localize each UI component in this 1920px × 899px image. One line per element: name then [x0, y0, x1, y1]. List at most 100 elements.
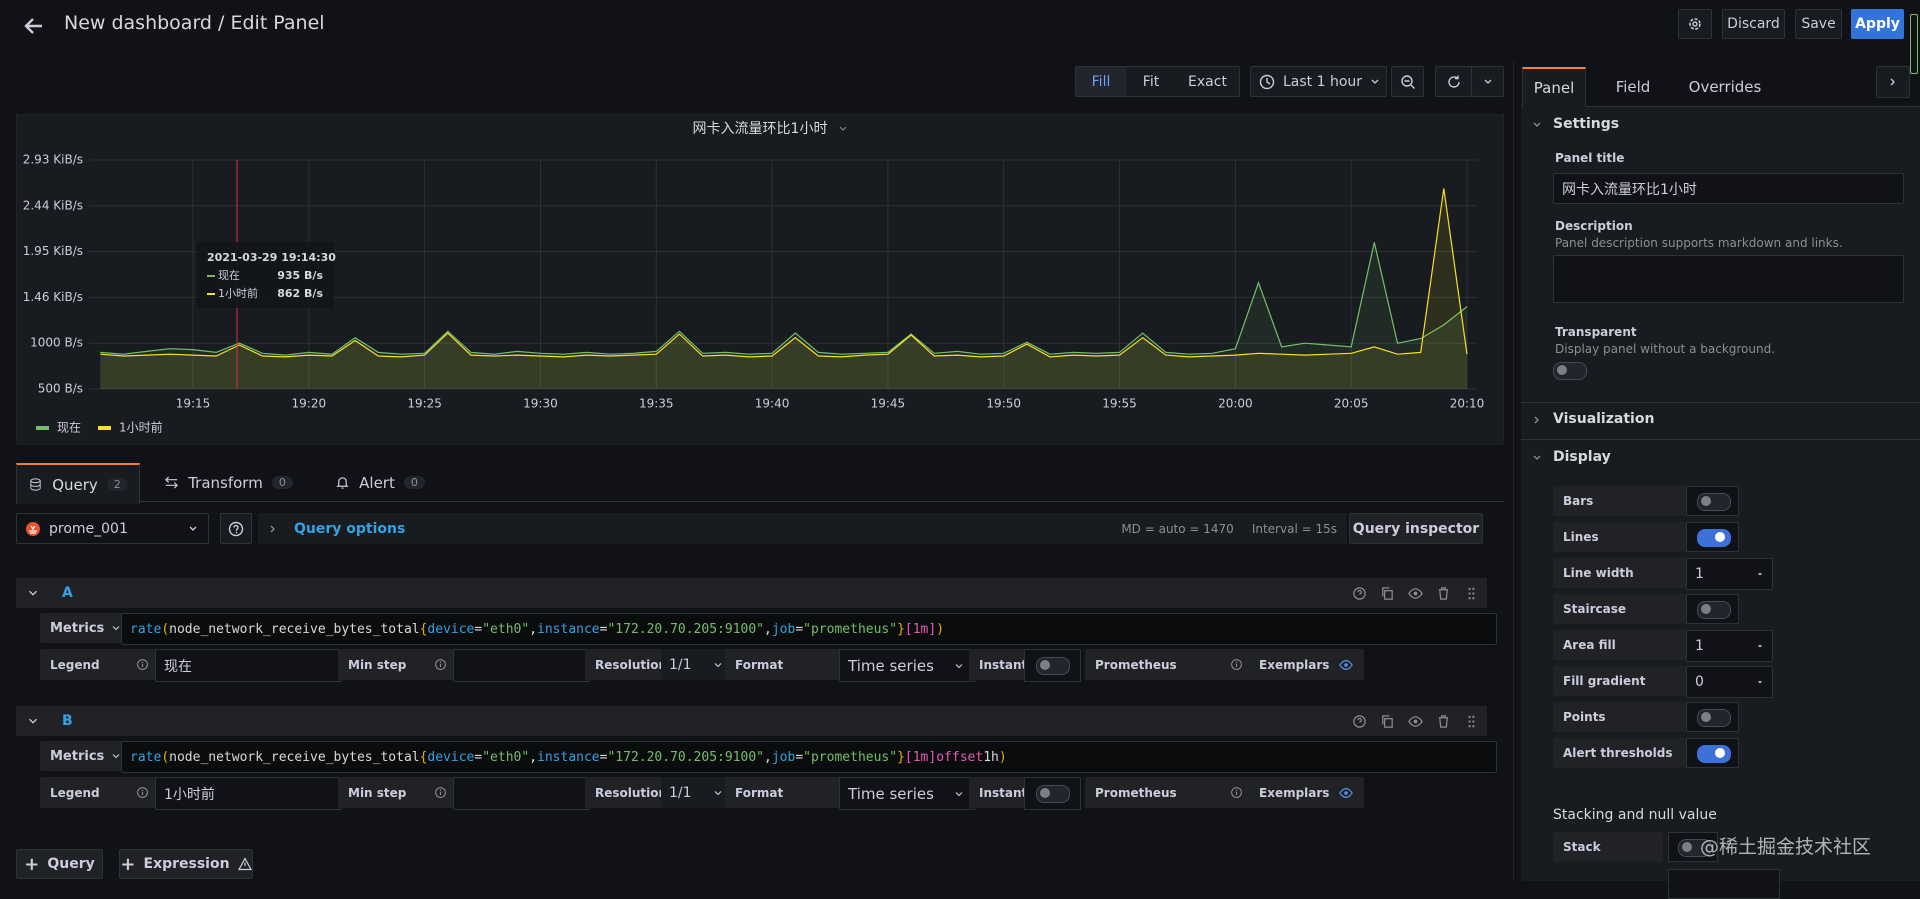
x-tick-label: 19:15	[176, 397, 211, 411]
visualization-section-title[interactable]: Visualization	[1553, 411, 1655, 427]
legend-input[interactable]: 现在	[155, 649, 342, 682]
x-tick-label: 19:30	[523, 397, 558, 411]
display-toggle[interactable]	[1697, 493, 1731, 511]
info-icon	[1231, 659, 1242, 670]
expr-token: (	[161, 621, 170, 637]
min-step-input[interactable]	[453, 777, 590, 810]
refresh-button[interactable]	[1435, 66, 1472, 97]
query-inspector-button[interactable]: Query inspector	[1349, 513, 1483, 544]
tooltip-value: 935 B/s	[277, 269, 323, 282]
time-picker[interactable]: Last 1 hour	[1250, 66, 1387, 97]
field-label-text: Format	[735, 657, 784, 672]
transparent-toggle[interactable]	[1553, 362, 1587, 380]
display-select[interactable]: 1	[1686, 630, 1773, 662]
x-tick-label: 20:00	[1218, 397, 1253, 411]
field-label: Instant	[969, 649, 1030, 680]
expr-token: "prometheus"	[803, 621, 898, 637]
description-textarea[interactable]	[1553, 255, 1904, 303]
legend-label[interactable]: 现在	[57, 421, 81, 435]
display-toggle[interactable]	[1697, 601, 1731, 619]
apply-button[interactable]: Apply	[1851, 9, 1904, 39]
refresh-interval-button[interactable]	[1471, 66, 1504, 97]
expr-token: device	[427, 749, 475, 765]
y-tick-label: 1.95 KiB/s	[23, 244, 83, 258]
add-query-button[interactable]: + Query	[16, 849, 103, 879]
query-tab[interactable]: Query 2	[16, 463, 140, 504]
expr-token: )	[936, 621, 945, 637]
query-options-title[interactable]: Query options	[294, 520, 406, 537]
stack-toggle[interactable]	[1678, 839, 1712, 857]
watermark: @稀土掘金技术社区	[1700, 836, 1872, 858]
query-tab[interactable]: Alert 0	[325, 463, 435, 502]
query-ref[interactable]: B	[62, 713, 73, 729]
add-expression-button[interactable]: + Expression	[119, 849, 253, 879]
expr-token: ,	[529, 621, 538, 637]
instant-toggle[interactable]	[1036, 785, 1070, 803]
save-button[interactable]: Save	[1795, 9, 1842, 39]
display-option-label: Lines	[1553, 522, 1690, 552]
exact-option[interactable]: Exact	[1188, 73, 1227, 90]
eye-icon	[1339, 659, 1354, 670]
format-select[interactable]: Time series	[839, 777, 976, 810]
legend-input[interactable]: 1小时前	[155, 777, 342, 810]
options-tab[interactable]: Panel	[1522, 67, 1586, 107]
zoom-out-button[interactable]	[1391, 66, 1424, 97]
settings-button[interactable]	[1678, 9, 1712, 39]
options-tab[interactable]: Overrides	[1688, 78, 1762, 96]
tooltip-series: 1小时前	[218, 286, 258, 300]
metrics-label[interactable]: Metrics	[40, 613, 128, 643]
datasource-picker[interactable]: prome_001	[16, 513, 209, 544]
tab-label: Alert	[359, 473, 395, 492]
fit-mode-group: Fill Fit Exact	[1075, 66, 1240, 97]
fill-option[interactable]: Fill	[1076, 67, 1126, 96]
chevron-icon	[270, 525, 275, 532]
toggle-knob	[1715, 532, 1725, 542]
query-tab[interactable]: Transform 0	[156, 463, 301, 502]
row-action-icon	[1468, 715, 1475, 727]
gear-icon	[1689, 18, 1701, 30]
expr-token: =	[795, 749, 804, 765]
back-arrow[interactable]	[22, 14, 46, 38]
fit-option[interactable]: Fit	[1142, 73, 1160, 90]
expr-token: 1h	[983, 749, 999, 765]
side-tabs-border	[1521, 106, 1920, 107]
legend-label[interactable]: 1小时前	[119, 420, 163, 435]
display-section-title[interactable]: Display	[1553, 449, 1611, 465]
resolution-select[interactable]: 1/1	[661, 649, 730, 680]
display-toggle[interactable]	[1697, 529, 1731, 547]
page-title: New dashboard / Edit Panel	[64, 12, 325, 34]
display-toggle[interactable]	[1697, 709, 1731, 727]
chevron-icon	[189, 526, 197, 531]
instant-toggle[interactable]	[1036, 657, 1070, 675]
chart-title[interactable]: 网卡入流量环比1小时	[693, 121, 828, 137]
settings-section-title[interactable]: Settings	[1553, 116, 1620, 132]
field-label: Instant	[969, 777, 1030, 808]
collapse-options-button[interactable]	[1876, 66, 1910, 98]
help-button[interactable]	[220, 513, 252, 544]
metrics-label[interactable]: Metrics	[40, 741, 128, 771]
metrics-expression[interactable]: rate(node_network_receive_bytes_total{de…	[121, 613, 1497, 645]
panel-title-label: Panel title	[1555, 151, 1625, 165]
options-tab[interactable]: Field	[1615, 78, 1651, 96]
min-step-input[interactable]	[453, 649, 590, 682]
row-action-icon	[1382, 586, 1393, 600]
display-option-label: Line width	[1553, 558, 1690, 588]
field-label-text: Instant	[979, 785, 1028, 800]
query-options-bar[interactable]: Query options MD = auto = 1470 Interval …	[258, 513, 1347, 544]
null-value-select[interactable]	[1668, 869, 1780, 899]
query-ref[interactable]: A	[62, 585, 73, 601]
display-toggle[interactable]	[1697, 745, 1731, 763]
display-select[interactable]: 0	[1686, 666, 1773, 698]
panel-title-input[interactable]: 网卡入流量环比1小时	[1553, 173, 1904, 204]
toggle-knob	[1682, 842, 1692, 852]
display-select-value: 1	[1695, 566, 1704, 582]
resolution-select[interactable]: 1/1	[661, 777, 730, 808]
discard-button[interactable]: Discard	[1722, 9, 1785, 39]
tooltip-series: 现在	[218, 269, 240, 282]
field-label: Min step	[338, 777, 457, 808]
expr-token: "172.20.70.205:9100"	[607, 621, 765, 637]
format-select[interactable]: Time series	[839, 649, 976, 682]
metrics-expression[interactable]: rate(node_network_receive_bytes_total{de…	[121, 741, 1497, 773]
display-select[interactable]: 1	[1686, 558, 1773, 590]
collapse-chevron	[29, 718, 37, 724]
